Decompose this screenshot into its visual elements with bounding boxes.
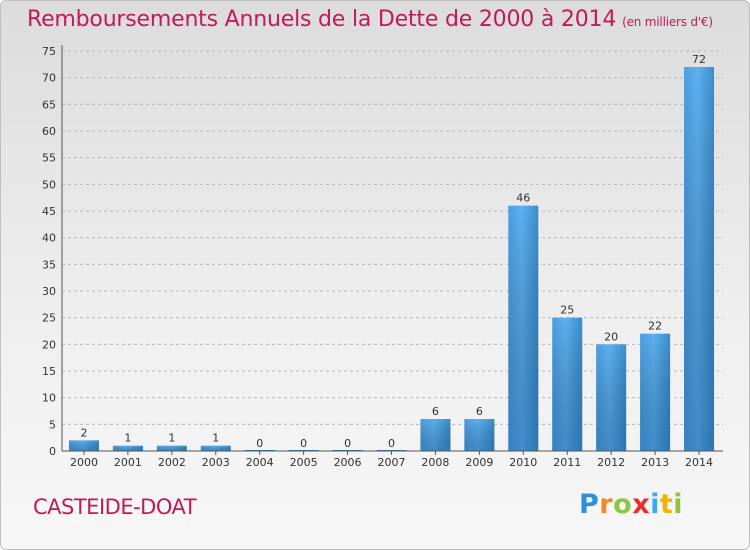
x-tick-label-2008: 2008 xyxy=(421,456,449,469)
value-label-2011: 25 xyxy=(560,304,574,317)
bar-shade-2014 xyxy=(684,67,715,451)
y-tick-label: 60 xyxy=(42,125,56,138)
x-tick-label-2003: 2003 xyxy=(202,456,230,469)
y-tick-label: 30 xyxy=(42,285,56,298)
x-tick-label-2012: 2012 xyxy=(597,456,625,469)
value-label-2014: 72 xyxy=(692,53,706,66)
value-label-2013: 22 xyxy=(648,320,662,333)
bar-shade-2000 xyxy=(68,440,99,451)
y-tick-label: 25 xyxy=(42,312,56,325)
bar-shade-2012 xyxy=(596,344,627,451)
value-label-2008: 6 xyxy=(432,405,439,418)
x-tick-label-2004: 2004 xyxy=(246,456,274,469)
bar-layer xyxy=(68,67,715,451)
y-tick-label: 20 xyxy=(42,338,56,351)
y-tick-label: 10 xyxy=(42,392,56,405)
x-tick-label-2005: 2005 xyxy=(290,456,318,469)
y-tick-label: 5 xyxy=(49,418,56,431)
value-label-2004: 0 xyxy=(256,437,263,450)
y-tick-label: 35 xyxy=(42,258,56,271)
bar-shade-2002 xyxy=(156,445,187,451)
y-tick-label: 40 xyxy=(42,232,56,245)
value-label-2007: 0 xyxy=(388,437,395,450)
place-name: CASTEIDE-DOAT xyxy=(33,495,197,519)
bar-shade-2011 xyxy=(552,317,583,451)
chart-title: Remboursements Annuels de la Dette de 20… xyxy=(27,7,713,32)
label-layer: 2 1 1 1 0 0 0 0 6 6 46 25 20 22 72 xyxy=(80,53,706,450)
y-tick-label: 70 xyxy=(42,72,56,85)
y-tick-label: 55 xyxy=(42,152,56,165)
y-tick-label: 65 xyxy=(42,98,56,111)
value-label-2010: 46 xyxy=(516,192,530,205)
bar-shade-2001 xyxy=(112,445,143,451)
bar-shade-2010 xyxy=(508,205,539,451)
x-tick-label-2014: 2014 xyxy=(685,456,713,469)
x-tick-label-2007: 2007 xyxy=(378,456,406,469)
value-label-2009: 6 xyxy=(476,405,483,418)
x-tick-label-2013: 2013 xyxy=(641,456,669,469)
y-tick-label: 45 xyxy=(42,205,56,218)
y-tick-label: 0 xyxy=(49,445,56,458)
bar-shade-2009 xyxy=(464,419,495,451)
x-tick-label-2002: 2002 xyxy=(158,456,186,469)
bar-shade-2003 xyxy=(200,445,231,451)
value-label-2006: 0 xyxy=(344,437,351,450)
value-label-2012: 20 xyxy=(604,330,618,343)
value-label-2001: 1 xyxy=(124,432,131,445)
bar-shade-2008 xyxy=(420,419,451,451)
value-label-2005: 0 xyxy=(300,437,307,450)
x-tick-label-2001: 2001 xyxy=(114,456,142,469)
value-label-2003: 1 xyxy=(212,432,219,445)
bar-shade-2013 xyxy=(640,333,671,451)
value-label-2000: 2 xyxy=(80,426,87,439)
chart-title-text: Remboursements Annuels de la Dette de 20… xyxy=(27,7,617,32)
x-tick-label-2009: 2009 xyxy=(465,456,493,469)
x-tick-label-2000: 2000 xyxy=(70,456,98,469)
value-label-2002: 1 xyxy=(168,432,175,445)
chart-unit: (en milliers d'€) xyxy=(622,15,713,29)
x-tick-label-2011: 2011 xyxy=(553,456,581,469)
y-tick-label: 50 xyxy=(42,178,56,191)
y-tick-label: 15 xyxy=(42,365,56,378)
x-tick-label-2006: 2006 xyxy=(334,456,362,469)
proxiti-logo: Proxiti xyxy=(579,489,684,520)
x-tick-label-2010: 2010 xyxy=(509,456,537,469)
y-tick-label: 75 xyxy=(42,45,56,58)
grid-layer xyxy=(62,50,723,425)
